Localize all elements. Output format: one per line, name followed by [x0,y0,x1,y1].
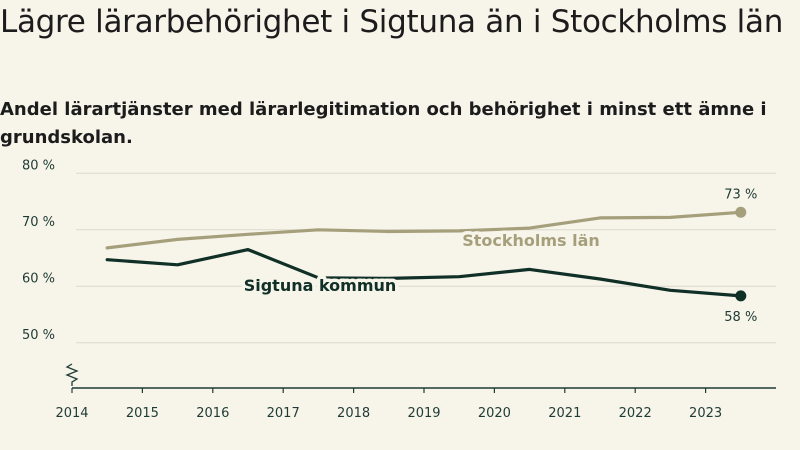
x-tick-label: 2018 [337,406,370,421]
x-tick-label: 2020 [478,406,511,421]
series-lines [105,206,747,302]
series-line-stockholm [105,210,743,250]
labels: 50 % 60 % 70 % 80 % 2014 2015 2016 2017 2018 2019… [22,158,757,421]
x-tick-label: 2021 [548,406,581,421]
y-tick-label: 80 % [22,158,55,173]
y-tick-label: 70 % [22,215,55,230]
x-tick-label: 2017 [267,406,300,421]
chart-subtitle: Andel lärartjänster med lärarlegitimatio… [0,99,767,148]
grid-lines [76,172,776,344]
end-point-stockholm [735,206,747,218]
x-tick-label: 2022 [619,406,652,421]
x-tick-label: 2016 [196,406,229,421]
end-point-sigtuna [735,290,747,302]
series-label-stockholm: Stockholms län [462,231,600,250]
y-tick-label: 50 % [22,328,55,343]
axis-break-icon [65,363,79,386]
x-tick-label: 2023 [689,406,722,421]
x-tick-label: 2019 [407,406,440,421]
y-tick-label: 60 % [22,271,55,286]
end-value-label: 58 % [724,310,757,325]
chart-title: Lägre lärarbehörighet i Sigtuna än i Sto… [0,4,784,40]
series-label-sigtuna: Sigtuna kommun [244,276,397,295]
end-value-label: 73 % [724,187,757,202]
x-tick-label: 2014 [55,406,88,421]
x-tick-label: 2015 [126,406,159,421]
x-axis [65,363,776,393]
series-line-sigtuna [105,248,743,298]
